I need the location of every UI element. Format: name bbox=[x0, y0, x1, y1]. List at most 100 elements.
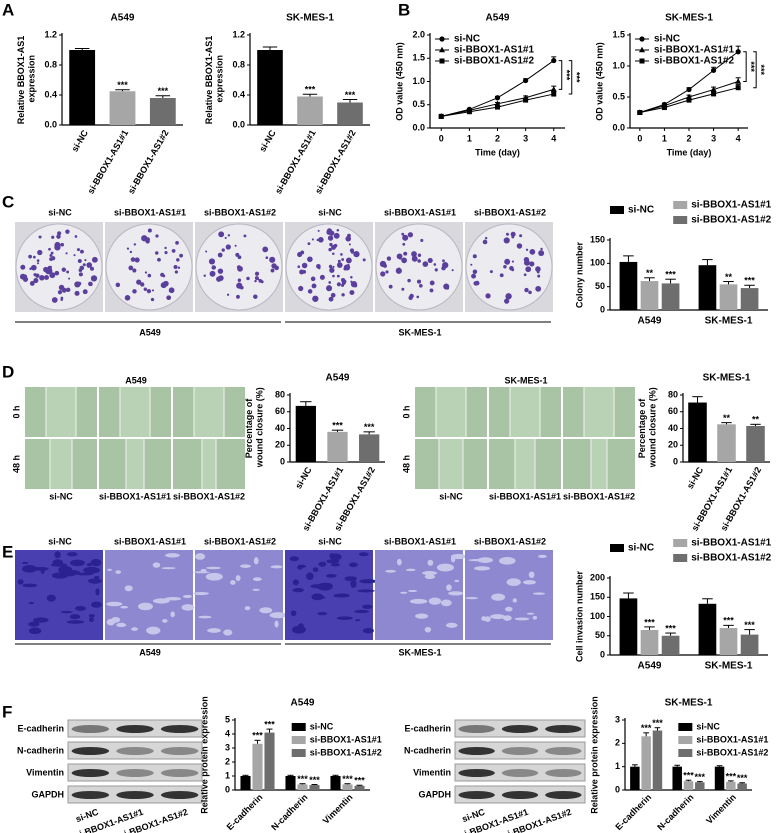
cell bbox=[181, 604, 195, 611]
significance: *** bbox=[158, 86, 169, 96]
colony bbox=[417, 253, 422, 257]
colony bbox=[379, 260, 387, 268]
colony bbox=[318, 236, 324, 243]
colony bbox=[74, 235, 78, 238]
cell bbox=[270, 565, 283, 569]
y-tick-label: 0 bbox=[600, 649, 605, 659]
cell bbox=[89, 617, 94, 623]
cell bbox=[306, 572, 314, 580]
colony bbox=[349, 290, 355, 296]
legend-marker bbox=[439, 36, 445, 42]
colony bbox=[353, 250, 360, 258]
colony bbox=[422, 261, 429, 267]
colony bbox=[146, 288, 152, 294]
y-tick-label: 0.0 bbox=[412, 122, 425, 132]
colony bbox=[260, 280, 264, 284]
cell bbox=[244, 606, 251, 611]
plate bbox=[15, 223, 103, 311]
plate bbox=[375, 223, 463, 311]
colony bbox=[416, 279, 422, 284]
colony bbox=[145, 237, 150, 242]
cell bbox=[336, 616, 353, 620]
bar bbox=[640, 281, 659, 310]
cell bbox=[359, 579, 377, 584]
cell bbox=[335, 593, 349, 597]
colony bbox=[253, 294, 258, 299]
y-tick-label: 20 bbox=[668, 440, 678, 450]
colony bbox=[65, 229, 70, 234]
colony bbox=[516, 243, 523, 249]
colony bbox=[429, 288, 434, 293]
cell bbox=[512, 598, 517, 603]
wound-gap bbox=[50, 439, 72, 489]
colony bbox=[328, 281, 332, 284]
cell bbox=[422, 571, 438, 576]
significance: *** bbox=[723, 616, 734, 626]
colony bbox=[331, 244, 336, 250]
colony bbox=[157, 257, 161, 262]
colony bbox=[66, 270, 70, 274]
cell bbox=[200, 568, 207, 572]
colony bbox=[395, 267, 402, 274]
bar bbox=[327, 431, 348, 462]
colony bbox=[84, 259, 87, 262]
colony bbox=[504, 298, 510, 304]
point bbox=[710, 67, 717, 73]
cell-label: SK-MES-1 bbox=[398, 647, 441, 657]
legend-marker bbox=[639, 36, 645, 42]
band bbox=[545, 725, 582, 733]
cell bbox=[537, 554, 547, 558]
colony bbox=[348, 243, 351, 246]
colony bbox=[22, 276, 29, 282]
cell bbox=[170, 611, 175, 618]
cell bbox=[290, 610, 297, 617]
colony bbox=[49, 257, 53, 262]
y-tick-label: 150 bbox=[590, 234, 605, 244]
cell bbox=[424, 574, 436, 580]
chart-title: A549 bbox=[486, 13, 510, 24]
colony bbox=[420, 238, 424, 242]
point bbox=[637, 110, 643, 115]
colony bbox=[473, 281, 479, 286]
colony bbox=[409, 293, 414, 299]
y-tick-label: 0 bbox=[615, 784, 620, 794]
x-tick-label: si-NC bbox=[293, 465, 314, 491]
cell bbox=[407, 589, 418, 593]
cell bbox=[313, 595, 326, 600]
colony bbox=[388, 284, 393, 289]
colony bbox=[37, 249, 43, 256]
colony bbox=[451, 269, 454, 272]
cell bbox=[348, 562, 358, 568]
colony bbox=[519, 234, 523, 238]
cell bbox=[28, 621, 40, 627]
time-label: 0 h bbox=[401, 405, 411, 418]
bar bbox=[719, 628, 738, 655]
cell bbox=[95, 588, 100, 596]
colony bbox=[237, 278, 242, 282]
cell bbox=[405, 568, 416, 572]
cell bbox=[532, 615, 538, 620]
group-label: si-BBOX1-AS1#2 bbox=[204, 536, 276, 546]
cell bbox=[506, 578, 521, 587]
cell bbox=[52, 559, 64, 566]
y-tick-label: 1 bbox=[225, 770, 230, 780]
legend-swatch bbox=[678, 749, 693, 757]
colony bbox=[30, 264, 37, 271]
y-tick-label: 50 bbox=[595, 281, 605, 291]
y-tick-label: 40 bbox=[275, 423, 285, 433]
colony bbox=[254, 271, 260, 276]
colony bbox=[312, 295, 319, 302]
cell bbox=[207, 628, 221, 633]
cell bbox=[28, 601, 35, 605]
cell bbox=[195, 553, 206, 560]
colony bbox=[164, 246, 167, 250]
cell bbox=[106, 601, 123, 607]
legend-swatch bbox=[673, 539, 688, 547]
colony bbox=[417, 259, 421, 263]
wound-gap bbox=[120, 387, 150, 437]
cell-label: SK-MES-1 bbox=[398, 327, 441, 337]
bracket bbox=[743, 51, 747, 82]
wound-gap bbox=[591, 439, 607, 489]
legend-label: si-NC bbox=[310, 721, 334, 731]
cell bbox=[66, 620, 85, 624]
